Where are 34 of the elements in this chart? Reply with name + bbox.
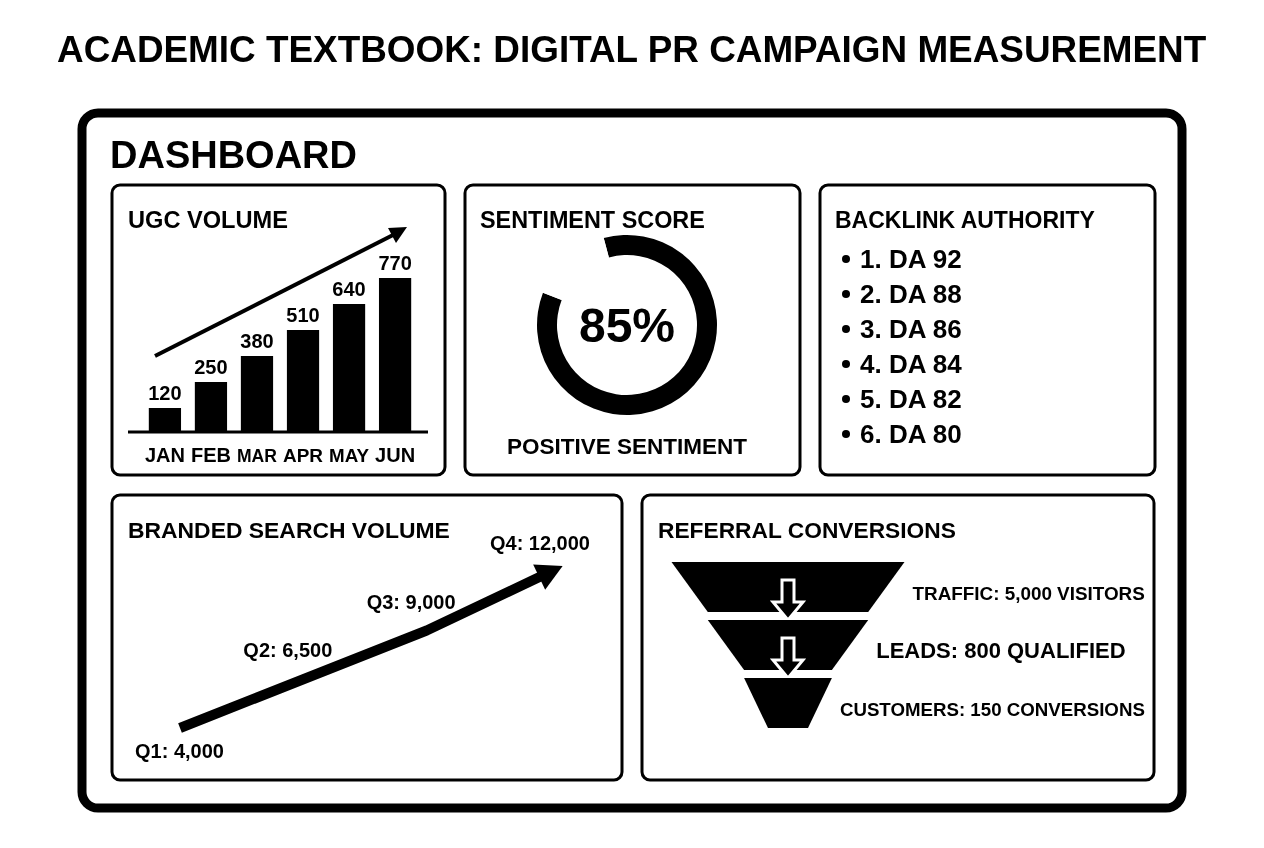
data-label: 770 [378,252,412,274]
text: POSITIVE SENTIMENT [507,434,748,459]
text: REFERRAL CONVERSIONS [658,517,956,543]
data-label: 250 [194,356,228,378]
x-tick-label: APR [283,445,324,466]
text: ACADEMIC TEXTBOOK: DIGITAL PR CAMPAIGN MEASUREMENT [57,29,1207,70]
text: BACKLINK AUTHORITY [835,207,1095,233]
text: DASHBOARD [110,134,357,176]
x-tick-label: MAR [236,446,278,466]
data-label: Q4: 12,000 [490,532,590,554]
x-tick-label: FEB [190,444,231,466]
data-label: 380 [240,330,274,352]
x-tick-label: JUN [375,444,416,466]
text: 4. DA 84 [860,349,963,379]
x-tick-label: JAN [144,444,185,466]
data-label: 120 [148,382,182,404]
chart-title: BRANDED SEARCH VOLUME [128,517,450,543]
x-tick-label: MAY [329,445,370,466]
data-label: Q1: 4,000 [135,740,224,762]
data-label: Q3: 9,000 [366,590,456,613]
category-label: CUSTOMERS: 150 CONVERSIONS [839,699,1145,720]
text: 1. DA 92 [860,244,962,274]
text: 6. DA 80 [860,419,962,449]
text: 3. DA 86 [860,314,962,344]
data-label: 85% [578,299,676,352]
text: 2. DA 88 [860,279,962,309]
text: 5. DA 82 [860,384,962,414]
data-label: 640 [332,278,366,300]
category-label: LEADS: 800 QUALIFIED [876,638,1126,663]
data-label: Q2: 6,500 [243,639,333,662]
chart-title: SENTIMENT SCORE [480,207,705,233]
category-label: TRAFFIC: 5,000 VISITORS [912,583,1145,604]
data-label: 510 [286,304,320,326]
chart-title: UGC VOLUME [128,207,288,233]
